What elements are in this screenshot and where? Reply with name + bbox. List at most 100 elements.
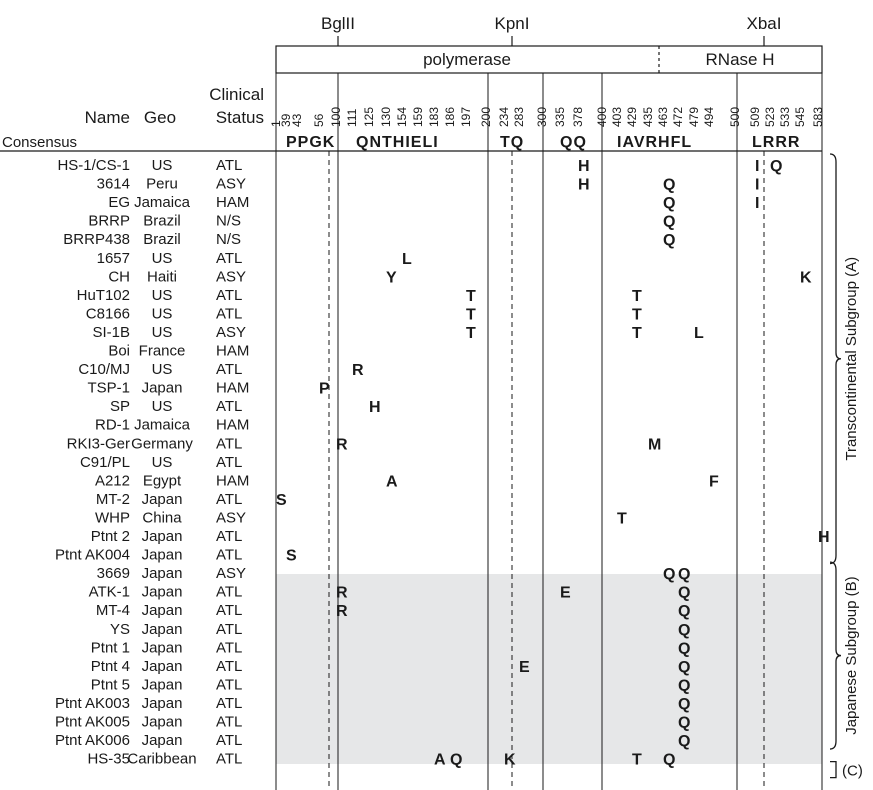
subgroup-bracket — [830, 760, 837, 779]
strain-name: EG — [108, 194, 130, 211]
position-tick-label: 545 — [793, 107, 807, 127]
strain-geo: US — [152, 157, 173, 174]
strain-name: BRRP — [88, 213, 130, 230]
strain-status: ASY — [216, 565, 246, 582]
mutation-residue: L — [402, 251, 412, 268]
consensus-segment: IAVRHFL — [617, 134, 692, 151]
strain-status: ATL — [216, 714, 242, 731]
strain-geo: Japan — [142, 658, 183, 675]
strain-status: ATL — [216, 361, 242, 378]
strain-status: ATL — [216, 305, 242, 322]
strain-status: ASY — [216, 176, 246, 193]
mutation-residue: I — [755, 195, 759, 212]
mutation-residue: A — [434, 752, 446, 769]
mutation-residue: P — [319, 381, 330, 398]
strain-name: Ptnt 2 — [91, 528, 130, 545]
strain-status: ATL — [216, 695, 242, 712]
site-bglii-label: BglII — [321, 14, 355, 33]
subgroup-brackets: Transcontinental Subgroup (A) Japanese Su… — [829, 153, 863, 780]
mutation-residue: M — [648, 436, 661, 453]
position-tick-label: 111 — [345, 108, 359, 127]
mutation-residue: R — [336, 603, 348, 620]
region-lines — [275, 73, 823, 790]
mutation-residue: Q — [678, 640, 690, 657]
japanese-subgroup-shading — [276, 574, 822, 764]
strain-row: RKI3-Ger Germany ATL R M — [67, 435, 662, 453]
position-tick-label: 479 — [687, 107, 701, 127]
strain-name: HS-35 — [87, 751, 130, 768]
position-tick-label: 183 — [427, 107, 441, 127]
strain-row: CH Haiti ASY Y K — [108, 268, 812, 286]
strain-geo: US — [152, 361, 173, 378]
strain-name: HS-1/CS-1 — [57, 157, 130, 174]
consensus-segment: TQ — [500, 134, 524, 151]
consensus-segment: LRRR — [752, 134, 800, 151]
position-tick-label: 533 — [778, 107, 792, 127]
strain-row: BRRP Brazil N/S Q — [88, 213, 675, 231]
strain-name: Ptnt AK006 — [55, 732, 130, 749]
mutation-residue: T — [466, 306, 476, 323]
position-tick-label: 100 — [329, 107, 343, 127]
strain-row: Ptnt 4 Japan ATL E Q — [91, 658, 691, 676]
subgroup-bracket — [829, 153, 842, 565]
strain-geo: Japan — [142, 547, 183, 564]
strain-name: WHP — [95, 509, 130, 526]
mutation-residue: R — [336, 585, 348, 602]
strain-geo: Jamaica — [134, 194, 191, 211]
mutation-residue: L — [694, 325, 704, 342]
strain-geo: Japan — [142, 621, 183, 638]
strain-name: SP — [110, 398, 130, 415]
position-ticks: 1394356100111125130154159183186197200234… — [269, 107, 825, 127]
strain-geo: Peru — [146, 176, 178, 193]
mutation-residue: T — [466, 288, 476, 305]
mutation-residue: Q — [663, 195, 675, 212]
strain-status: ATL — [216, 751, 242, 768]
strain-status: ATL — [216, 584, 242, 601]
strain-status: ATL — [216, 547, 242, 564]
position-tick-label: 403 — [610, 107, 624, 127]
strain-status: N/S — [216, 231, 241, 248]
strain-status: ASY — [216, 324, 246, 341]
strain-name: RKI3-Ger — [67, 435, 130, 452]
position-tick-label: 197 — [459, 107, 473, 127]
strain-geo: Jamaica — [134, 417, 191, 434]
subgroup-bracket — [829, 561, 842, 750]
header-geo: Geo — [144, 108, 176, 127]
strain-name: Boi — [108, 343, 130, 360]
strain-status: ATL — [216, 435, 242, 452]
domain-polymerase-label: polymerase — [423, 50, 511, 69]
mutation-residue: Q — [678, 659, 690, 676]
strain-name: RD-1 — [95, 417, 130, 434]
position-tick-label: 300 — [535, 107, 549, 127]
strain-row: SI-1B US ASY T T L — [92, 324, 704, 342]
strain-row: C10/MJ US ATL R — [78, 361, 364, 379]
position-tick-label: 43 — [290, 113, 304, 127]
mutation-residue: K — [800, 269, 812, 286]
strain-status: HAM — [216, 380, 249, 397]
mutation-residue: Q — [678, 677, 690, 694]
strain-name: YS — [110, 621, 130, 638]
consensus-segment: QQ — [560, 134, 587, 151]
strain-row: MT-4 Japan ATL R Q — [96, 602, 691, 620]
strain-status: ATL — [216, 528, 242, 545]
strain-status: ATL — [216, 454, 242, 471]
mutation-residue: E — [560, 585, 571, 602]
subgroup-label: Transcontinental Subgroup (A) — [843, 257, 860, 461]
strain-row: C8166 US ATL T T — [86, 305, 642, 323]
strain-row: TSP-1 Japan HAM P — [87, 380, 330, 398]
mutation-residue: F — [709, 473, 719, 490]
strain-status: ATL — [216, 250, 242, 267]
position-tick-label: 200 — [479, 107, 493, 127]
mutation-residue: T — [466, 325, 476, 342]
mutation-residue: H — [578, 177, 590, 194]
mutation-residue: H — [369, 399, 381, 416]
mutation-residue: H — [818, 529, 830, 546]
strain-status: HAM — [216, 472, 249, 489]
position-tick-label: 463 — [656, 107, 670, 127]
strain-name: BRRP438 — [63, 231, 130, 248]
strain-row: SP US ATL H — [110, 398, 381, 416]
position-tick-label: 130 — [379, 107, 393, 127]
strain-row: HS-1/CS-1 US ATL H I Q — [57, 157, 782, 175]
strain-status: ATL — [216, 602, 242, 619]
